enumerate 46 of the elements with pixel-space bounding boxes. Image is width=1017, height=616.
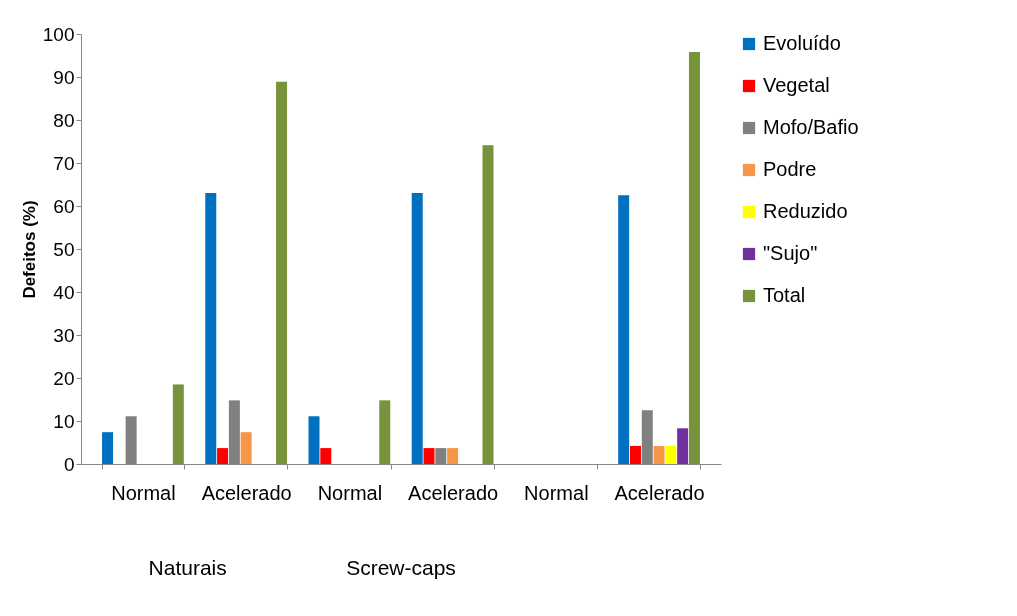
- y-tick-label: 60: [53, 195, 75, 217]
- y-tick-label: 90: [53, 66, 75, 88]
- x-tick-label: Normal: [111, 481, 176, 504]
- text: Naturais: [148, 556, 227, 579]
- bar: [276, 81, 288, 464]
- legend-label: Vegetal: [763, 74, 830, 96]
- bar: [677, 428, 689, 464]
- legend-label: Total: [763, 284, 806, 306]
- y-tick-label: 10: [53, 410, 75, 432]
- x-tick-label: Normal: [524, 481, 589, 504]
- text: Screw-caps: [346, 556, 456, 579]
- bar: [240, 432, 252, 464]
- bar: [653, 445, 665, 464]
- y-tick-label: 80: [53, 109, 75, 131]
- legend-label: Reduzido: [763, 200, 848, 222]
- bar: [447, 448, 459, 464]
- x-tick-label: Acelerado: [408, 481, 499, 504]
- legend-label: Podre: [763, 158, 817, 180]
- bar: [320, 448, 332, 464]
- x-tick-label: Normal: [317, 481, 383, 504]
- y-tick-label: 100: [42, 23, 75, 45]
- bar: [172, 384, 184, 464]
- legend-label: Evoluído: [763, 32, 841, 54]
- bar: [423, 448, 435, 464]
- bar: [308, 416, 320, 464]
- bar: [411, 193, 423, 464]
- y-tick-label: 40: [53, 281, 75, 303]
- y-tick-label: 20: [53, 367, 75, 389]
- legend-label: "Sujo": [763, 242, 818, 264]
- y-axis-title: Defeitos (%): [19, 200, 39, 299]
- bar: [217, 448, 229, 464]
- y-tick-label: 50: [53, 238, 75, 260]
- bar: [205, 193, 217, 464]
- x-tick-label: Acelerado: [201, 481, 292, 504]
- y-tick-label: 70: [53, 152, 75, 174]
- y-tick-label: 30: [53, 324, 75, 346]
- x-tick-label: Acelerado: [614, 481, 705, 504]
- bar: [688, 52, 700, 464]
- bar: [102, 432, 114, 464]
- bar: [629, 445, 641, 464]
- legend-label: Mofo/Bafio: [763, 116, 859, 138]
- bar: [379, 400, 391, 464]
- bar: [618, 195, 630, 464]
- bar: [482, 145, 494, 464]
- y-tick-label: 0: [63, 453, 75, 475]
- bar: [665, 445, 677, 464]
